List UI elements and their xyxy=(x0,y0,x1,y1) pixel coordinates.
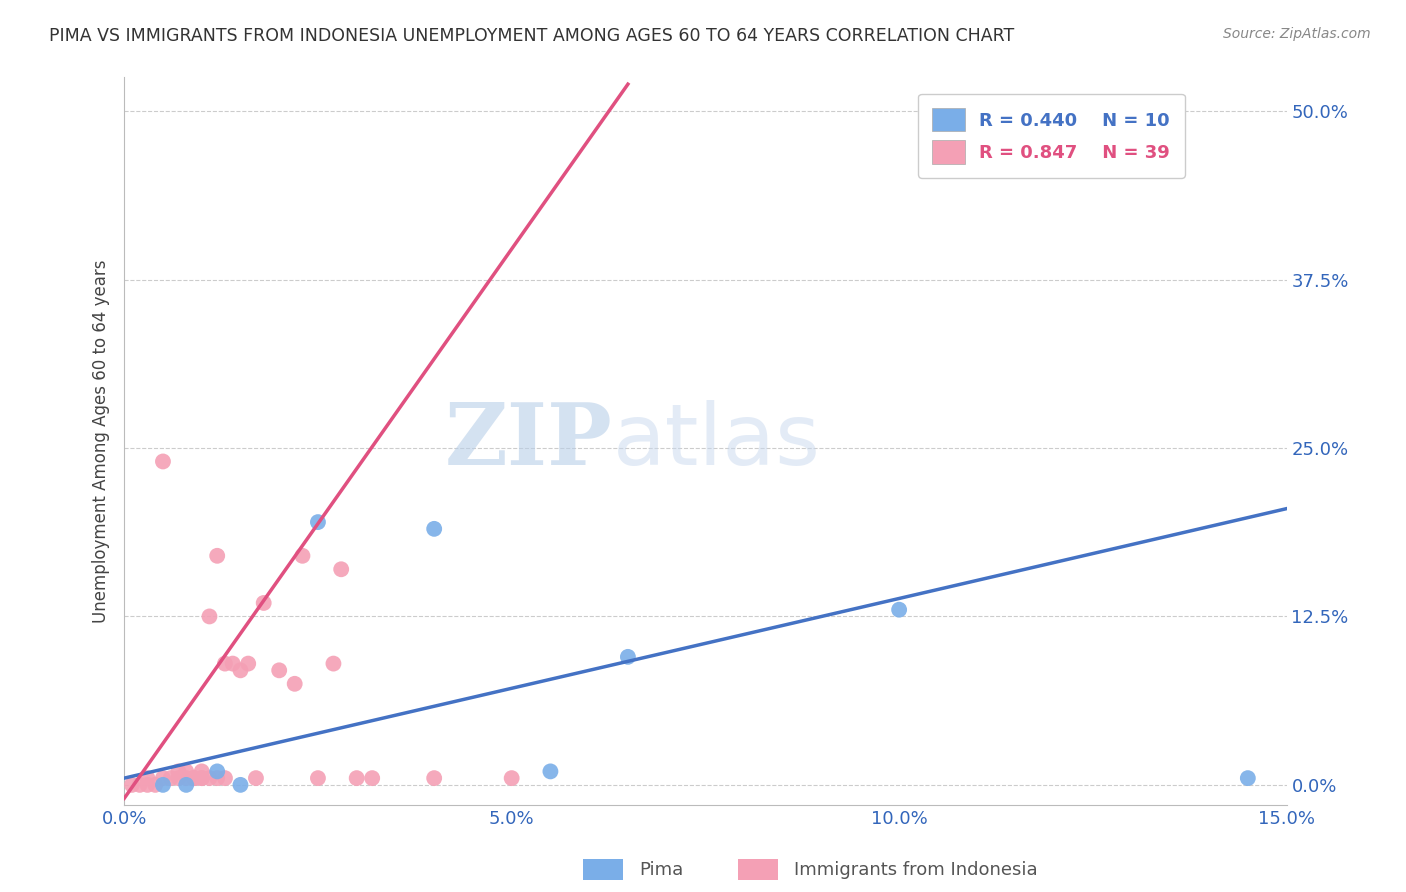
Point xyxy=(143,778,166,792)
Point xyxy=(183,771,205,785)
Point xyxy=(307,771,329,785)
Point xyxy=(152,778,174,792)
Point xyxy=(322,657,344,671)
Point xyxy=(538,764,561,779)
Point xyxy=(214,771,236,785)
Text: ZIP: ZIP xyxy=(444,400,613,483)
Point xyxy=(174,778,197,792)
Point xyxy=(136,778,159,792)
Point xyxy=(183,771,205,785)
Point xyxy=(501,771,523,785)
Point xyxy=(136,771,159,785)
Point xyxy=(346,771,368,785)
Point xyxy=(167,771,190,785)
Point xyxy=(174,771,197,785)
Point xyxy=(198,771,221,785)
Point xyxy=(152,771,174,785)
Point xyxy=(128,778,150,792)
Point xyxy=(291,549,314,563)
Point xyxy=(190,771,212,785)
Point xyxy=(269,663,291,677)
Point xyxy=(229,663,252,677)
Point xyxy=(190,764,212,779)
Legend: R = 0.440    N = 10, R = 0.847    N = 39: R = 0.440 N = 10, R = 0.847 N = 39 xyxy=(918,94,1185,178)
Point xyxy=(887,603,910,617)
Point xyxy=(307,515,329,529)
Point xyxy=(190,771,212,785)
Point xyxy=(423,522,446,536)
Point xyxy=(167,764,190,779)
Point xyxy=(245,771,267,785)
Point xyxy=(121,778,143,792)
Point xyxy=(152,454,174,468)
Text: atlas: atlas xyxy=(613,400,821,483)
Point xyxy=(174,764,197,779)
Point xyxy=(205,771,228,785)
Point xyxy=(423,771,446,785)
Y-axis label: Unemployment Among Ages 60 to 64 years: Unemployment Among Ages 60 to 64 years xyxy=(93,260,110,623)
Text: Source: ZipAtlas.com: Source: ZipAtlas.com xyxy=(1223,27,1371,41)
Text: PIMA VS IMMIGRANTS FROM INDONESIA UNEMPLOYMENT AMONG AGES 60 TO 64 YEARS CORRELA: PIMA VS IMMIGRANTS FROM INDONESIA UNEMPL… xyxy=(49,27,1015,45)
Point xyxy=(198,609,221,624)
Point xyxy=(1237,771,1260,785)
Text: Pima: Pima xyxy=(640,861,683,879)
Point xyxy=(222,657,245,671)
Point xyxy=(361,771,384,785)
Point xyxy=(205,549,228,563)
Point xyxy=(284,677,307,691)
Point xyxy=(159,771,181,785)
Point xyxy=(617,649,640,664)
Point xyxy=(330,562,353,576)
Point xyxy=(214,657,236,671)
Point xyxy=(205,764,228,779)
Point xyxy=(183,771,205,785)
Point xyxy=(238,657,260,671)
Point xyxy=(253,596,276,610)
Text: Immigrants from Indonesia: Immigrants from Indonesia xyxy=(794,861,1038,879)
Point xyxy=(229,778,252,792)
